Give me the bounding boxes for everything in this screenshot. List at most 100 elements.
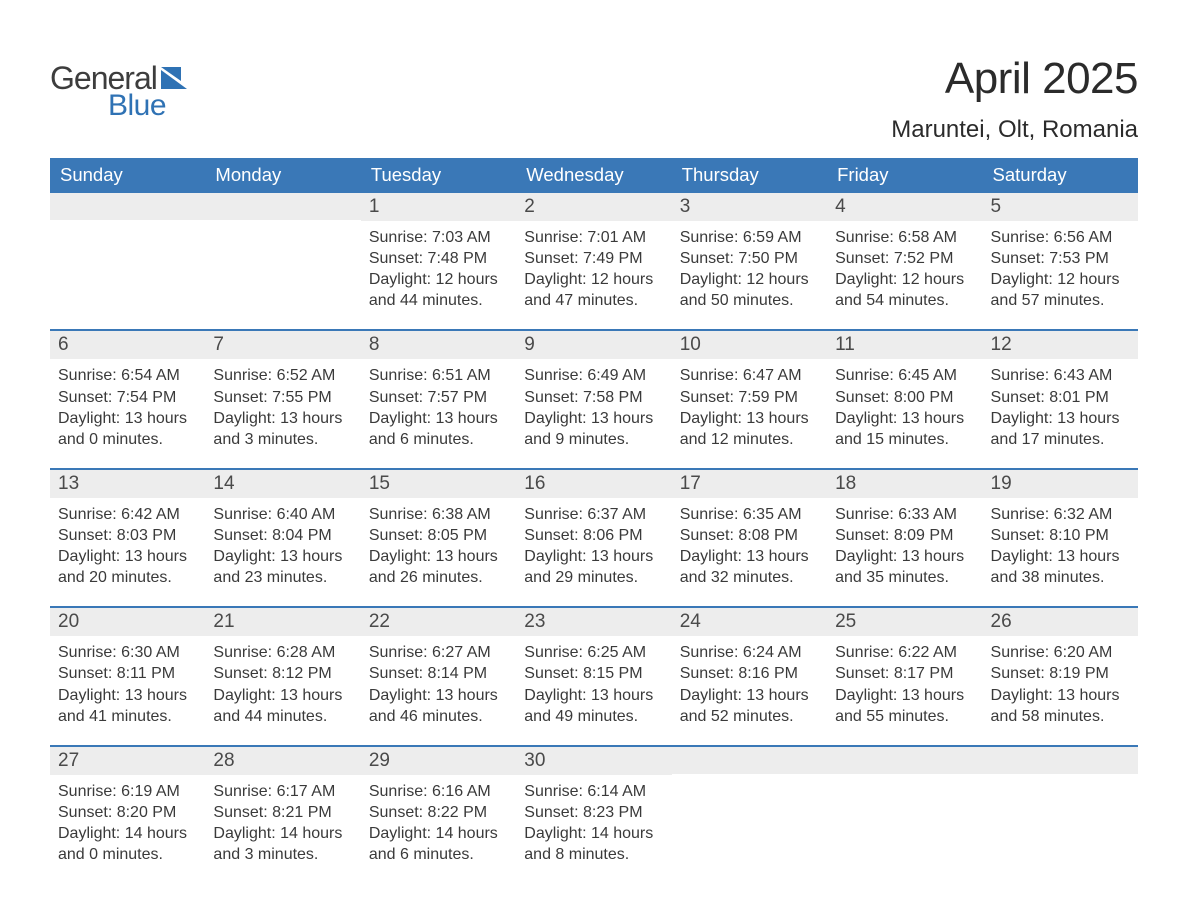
week-row: 27Sunrise: 6:19 AMSunset: 8:20 PMDayligh… [50, 745, 1138, 883]
day-body: Sunrise: 6:17 AMSunset: 8:21 PMDaylight:… [205, 775, 360, 883]
day-body: Sunrise: 6:54 AMSunset: 7:54 PMDaylight:… [50, 359, 205, 467]
day-cell: 21Sunrise: 6:28 AMSunset: 8:12 PMDayligh… [205, 608, 360, 744]
day-cell [672, 747, 827, 883]
daylight-text: Daylight: 12 hours and 54 minutes. [835, 269, 974, 311]
daylight-text: Daylight: 13 hours and 9 minutes. [524, 408, 663, 450]
day-number: 21 [205, 608, 360, 636]
sunrise-text: Sunrise: 6:49 AM [524, 365, 663, 386]
weeks-container: 1Sunrise: 7:03 AMSunset: 7:48 PMDaylight… [50, 193, 1138, 883]
day-number: 14 [205, 470, 360, 498]
day-number: 10 [672, 331, 827, 359]
daylight-text: Daylight: 13 hours and 46 minutes. [369, 685, 508, 727]
sunset-text: Sunset: 7:48 PM [369, 248, 508, 269]
day-number: 29 [361, 747, 516, 775]
sunset-text: Sunset: 8:09 PM [835, 525, 974, 546]
sunset-text: Sunset: 7:53 PM [991, 248, 1130, 269]
dow-saturday: Saturday [983, 158, 1138, 193]
day-number: 16 [516, 470, 671, 498]
dow-thursday: Thursday [672, 158, 827, 193]
day-number: 11 [827, 331, 982, 359]
sunset-text: Sunset: 8:05 PM [369, 525, 508, 546]
daylight-text: Daylight: 13 hours and 58 minutes. [991, 685, 1130, 727]
day-number: 8 [361, 331, 516, 359]
daylight-text: Daylight: 13 hours and 32 minutes. [680, 546, 819, 588]
day-number: 13 [50, 470, 205, 498]
day-cell [50, 193, 205, 329]
daylight-text: Daylight: 12 hours and 57 minutes. [991, 269, 1130, 311]
daylight-text: Daylight: 13 hours and 52 minutes. [680, 685, 819, 727]
sunrise-text: Sunrise: 6:25 AM [524, 642, 663, 663]
day-cell: 29Sunrise: 6:16 AMSunset: 8:22 PMDayligh… [361, 747, 516, 883]
day-body: Sunrise: 6:37 AMSunset: 8:06 PMDaylight:… [516, 498, 671, 606]
day-body [672, 774, 827, 798]
day-body: Sunrise: 6:45 AMSunset: 8:00 PMDaylight:… [827, 359, 982, 467]
sunset-text: Sunset: 8:12 PM [213, 663, 352, 684]
sunrise-text: Sunrise: 6:33 AM [835, 504, 974, 525]
day-number: 5 [983, 193, 1138, 221]
day-number: 19 [983, 470, 1138, 498]
day-cell: 6Sunrise: 6:54 AMSunset: 7:54 PMDaylight… [50, 331, 205, 467]
sunrise-text: Sunrise: 6:27 AM [369, 642, 508, 663]
sunset-text: Sunset: 8:11 PM [58, 663, 197, 684]
day-cell: 2Sunrise: 7:01 AMSunset: 7:49 PMDaylight… [516, 193, 671, 329]
sunrise-text: Sunrise: 6:37 AM [524, 504, 663, 525]
day-body [983, 774, 1138, 798]
day-body: Sunrise: 6:20 AMSunset: 8:19 PMDaylight:… [983, 636, 1138, 744]
day-body: Sunrise: 6:52 AMSunset: 7:55 PMDaylight:… [205, 359, 360, 467]
dow-friday: Friday [827, 158, 982, 193]
day-number: 25 [827, 608, 982, 636]
day-number [205, 193, 360, 220]
day-body: Sunrise: 6:40 AMSunset: 8:04 PMDaylight:… [205, 498, 360, 606]
day-cell: 20Sunrise: 6:30 AMSunset: 8:11 PMDayligh… [50, 608, 205, 744]
day-number [672, 747, 827, 774]
sunset-text: Sunset: 8:23 PM [524, 802, 663, 823]
day-cell: 16Sunrise: 6:37 AMSunset: 8:06 PMDayligh… [516, 470, 671, 606]
sunset-text: Sunset: 8:17 PM [835, 663, 974, 684]
day-cell [827, 747, 982, 883]
daylight-text: Daylight: 13 hours and 29 minutes. [524, 546, 663, 588]
sunset-text: Sunset: 8:08 PM [680, 525, 819, 546]
day-body: Sunrise: 6:25 AMSunset: 8:15 PMDaylight:… [516, 636, 671, 744]
dow-row: Sunday Monday Tuesday Wednesday Thursday… [50, 158, 1138, 193]
sunset-text: Sunset: 7:57 PM [369, 387, 508, 408]
sunset-text: Sunset: 8:04 PM [213, 525, 352, 546]
day-number: 22 [361, 608, 516, 636]
sunrise-text: Sunrise: 6:14 AM [524, 781, 663, 802]
day-number: 6 [50, 331, 205, 359]
day-body: Sunrise: 6:22 AMSunset: 8:17 PMDaylight:… [827, 636, 982, 744]
day-body: Sunrise: 6:47 AMSunset: 7:59 PMDaylight:… [672, 359, 827, 467]
day-body: Sunrise: 6:51 AMSunset: 7:57 PMDaylight:… [361, 359, 516, 467]
day-cell: 9Sunrise: 6:49 AMSunset: 7:58 PMDaylight… [516, 331, 671, 467]
day-cell [983, 747, 1138, 883]
sunset-text: Sunset: 7:55 PM [213, 387, 352, 408]
day-number: 18 [827, 470, 982, 498]
sunrise-text: Sunrise: 6:16 AM [369, 781, 508, 802]
day-body: Sunrise: 6:27 AMSunset: 8:14 PMDaylight:… [361, 636, 516, 744]
day-body: Sunrise: 6:30 AMSunset: 8:11 PMDaylight:… [50, 636, 205, 744]
day-cell: 19Sunrise: 6:32 AMSunset: 8:10 PMDayligh… [983, 470, 1138, 606]
day-number: 2 [516, 193, 671, 221]
day-body: Sunrise: 6:56 AMSunset: 7:53 PMDaylight:… [983, 221, 1138, 329]
sunrise-text: Sunrise: 6:19 AM [58, 781, 197, 802]
day-body: Sunrise: 6:49 AMSunset: 7:58 PMDaylight:… [516, 359, 671, 467]
daylight-text: Daylight: 13 hours and 49 minutes. [524, 685, 663, 727]
day-cell: 11Sunrise: 6:45 AMSunset: 8:00 PMDayligh… [827, 331, 982, 467]
day-body: Sunrise: 6:38 AMSunset: 8:05 PMDaylight:… [361, 498, 516, 606]
day-number: 15 [361, 470, 516, 498]
week-row: 20Sunrise: 6:30 AMSunset: 8:11 PMDayligh… [50, 606, 1138, 744]
sunrise-text: Sunrise: 6:56 AM [991, 227, 1130, 248]
day-number [827, 747, 982, 774]
day-cell: 27Sunrise: 6:19 AMSunset: 8:20 PMDayligh… [50, 747, 205, 883]
sunset-text: Sunset: 8:22 PM [369, 802, 508, 823]
day-body: Sunrise: 6:24 AMSunset: 8:16 PMDaylight:… [672, 636, 827, 744]
day-cell: 30Sunrise: 6:14 AMSunset: 8:23 PMDayligh… [516, 747, 671, 883]
day-body [205, 220, 360, 244]
daylight-text: Daylight: 14 hours and 6 minutes. [369, 823, 508, 865]
day-number: 26 [983, 608, 1138, 636]
day-body: Sunrise: 6:28 AMSunset: 8:12 PMDaylight:… [205, 636, 360, 744]
sunrise-text: Sunrise: 6:17 AM [213, 781, 352, 802]
day-body: Sunrise: 6:16 AMSunset: 8:22 PMDaylight:… [361, 775, 516, 883]
daylight-text: Daylight: 13 hours and 3 minutes. [213, 408, 352, 450]
sunrise-text: Sunrise: 7:03 AM [369, 227, 508, 248]
daylight-text: Daylight: 13 hours and 17 minutes. [991, 408, 1130, 450]
